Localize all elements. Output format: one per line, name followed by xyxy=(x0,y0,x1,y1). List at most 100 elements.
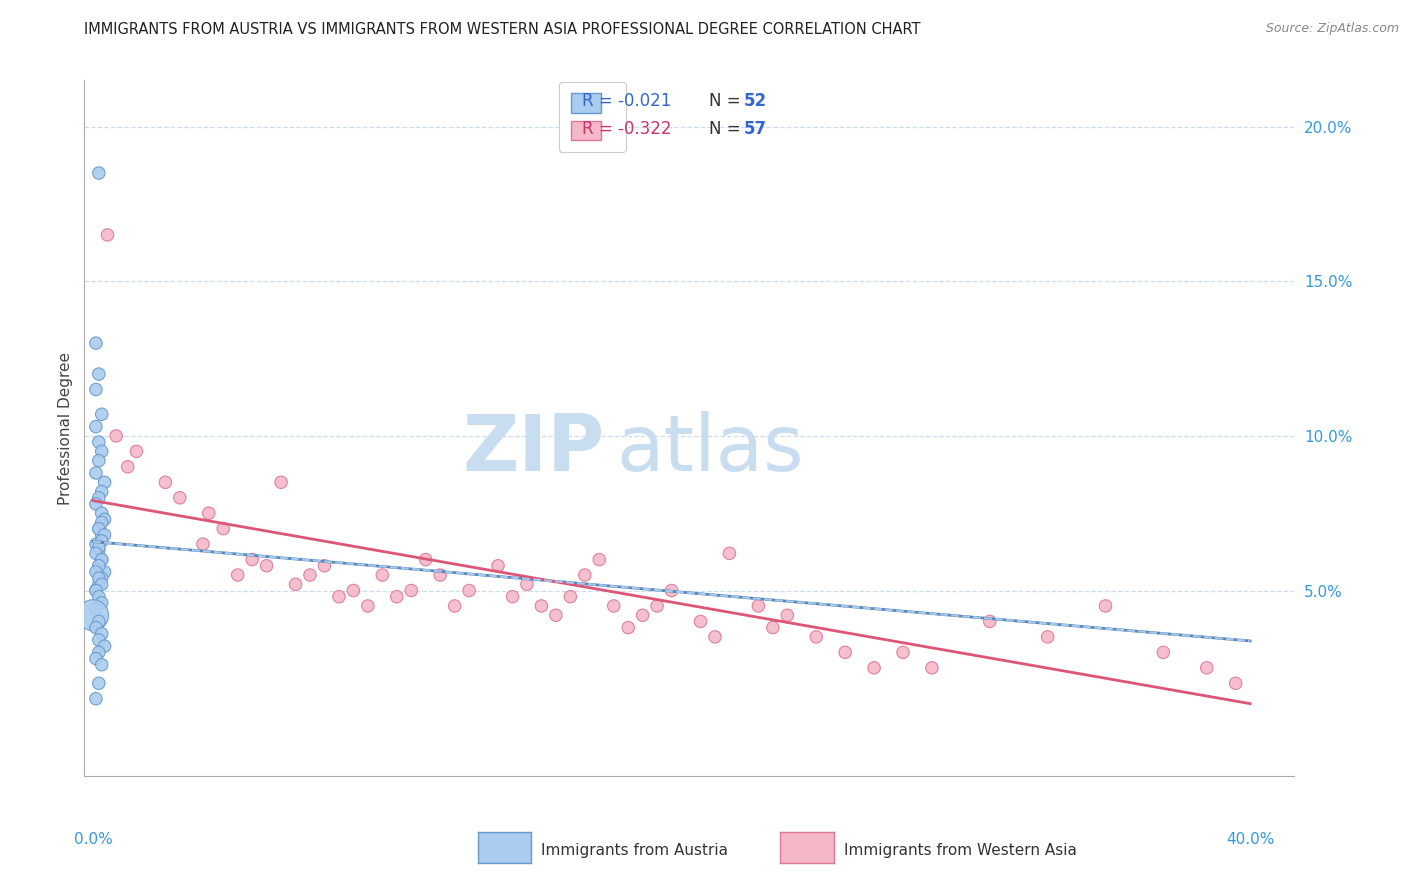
Point xyxy=(96,227,118,242)
Point xyxy=(105,429,128,443)
Text: ZIP: ZIP xyxy=(463,411,605,487)
Point xyxy=(747,599,769,613)
Point xyxy=(87,645,110,659)
Point xyxy=(87,166,110,180)
Point xyxy=(270,475,292,490)
Point xyxy=(385,590,408,604)
Point xyxy=(240,552,263,566)
Point xyxy=(342,583,364,598)
Point xyxy=(689,615,711,629)
Point xyxy=(1094,599,1116,613)
Point xyxy=(226,568,249,582)
Point xyxy=(191,537,214,551)
Point xyxy=(84,497,107,511)
Point xyxy=(718,546,741,560)
Point xyxy=(1225,676,1247,690)
Point xyxy=(298,568,321,582)
Point xyxy=(93,528,115,542)
Point xyxy=(762,621,785,635)
Point xyxy=(90,596,112,610)
Point xyxy=(806,630,828,644)
Point xyxy=(87,522,110,536)
Point xyxy=(82,608,104,623)
Point xyxy=(863,661,886,675)
Point xyxy=(90,571,112,585)
Point xyxy=(516,577,538,591)
Point xyxy=(891,645,914,659)
Point xyxy=(90,407,112,421)
Text: R = -0.021: R = -0.021 xyxy=(582,92,672,111)
Point xyxy=(93,512,115,526)
Point xyxy=(256,558,278,573)
Point xyxy=(87,615,110,629)
Point xyxy=(645,599,668,613)
Point xyxy=(90,506,112,520)
Point xyxy=(84,583,107,598)
Point xyxy=(84,583,107,598)
Point xyxy=(87,491,110,505)
Point xyxy=(87,571,110,585)
Point xyxy=(1152,645,1174,659)
Point xyxy=(84,651,107,665)
Point xyxy=(429,568,451,582)
Text: Source: ZipAtlas.com: Source: ZipAtlas.com xyxy=(1265,22,1399,36)
Point xyxy=(617,621,640,635)
Text: 40.0%: 40.0% xyxy=(1226,831,1274,847)
Point xyxy=(443,599,465,613)
Point xyxy=(84,565,107,579)
Point xyxy=(921,661,943,675)
Text: 57: 57 xyxy=(744,120,768,138)
Point xyxy=(87,558,110,573)
Point xyxy=(90,552,112,566)
Point xyxy=(87,543,110,558)
Point xyxy=(90,534,112,549)
Point xyxy=(212,522,235,536)
Point xyxy=(90,577,112,591)
Point xyxy=(197,506,219,520)
Point xyxy=(90,444,112,458)
Point xyxy=(328,590,350,604)
Point xyxy=(84,546,107,560)
Point xyxy=(90,484,112,499)
Point xyxy=(87,632,110,647)
Point xyxy=(93,565,115,579)
Point xyxy=(84,621,107,635)
Point xyxy=(704,630,727,644)
Point xyxy=(87,676,110,690)
Point xyxy=(399,583,422,598)
Point xyxy=(87,435,110,450)
Point xyxy=(90,528,112,542)
Legend: , : , xyxy=(558,82,626,152)
Point xyxy=(661,583,683,598)
Point xyxy=(588,552,610,566)
Text: Immigrants from Austria: Immigrants from Austria xyxy=(541,843,728,857)
Text: atlas: atlas xyxy=(616,411,804,487)
Point xyxy=(530,599,553,613)
Point xyxy=(87,558,110,573)
Point xyxy=(84,537,107,551)
Point xyxy=(93,475,115,490)
Point xyxy=(834,645,856,659)
Point xyxy=(415,552,437,566)
Point xyxy=(90,552,112,566)
Text: N =: N = xyxy=(709,92,745,111)
Point xyxy=(314,558,336,573)
Point xyxy=(603,599,626,613)
Point xyxy=(1036,630,1059,644)
Text: 52: 52 xyxy=(744,92,768,111)
Point xyxy=(117,459,139,474)
Point xyxy=(284,577,307,591)
Point xyxy=(87,453,110,467)
Point xyxy=(87,590,110,604)
Point xyxy=(357,599,380,613)
Point xyxy=(169,491,191,505)
Point xyxy=(87,540,110,554)
Text: N =: N = xyxy=(709,120,745,138)
Point xyxy=(155,475,177,490)
Point xyxy=(979,615,1001,629)
Point xyxy=(84,602,107,616)
Point xyxy=(93,639,115,653)
Point xyxy=(84,419,107,434)
Text: 0.0%: 0.0% xyxy=(73,831,112,847)
Point xyxy=(90,657,112,672)
